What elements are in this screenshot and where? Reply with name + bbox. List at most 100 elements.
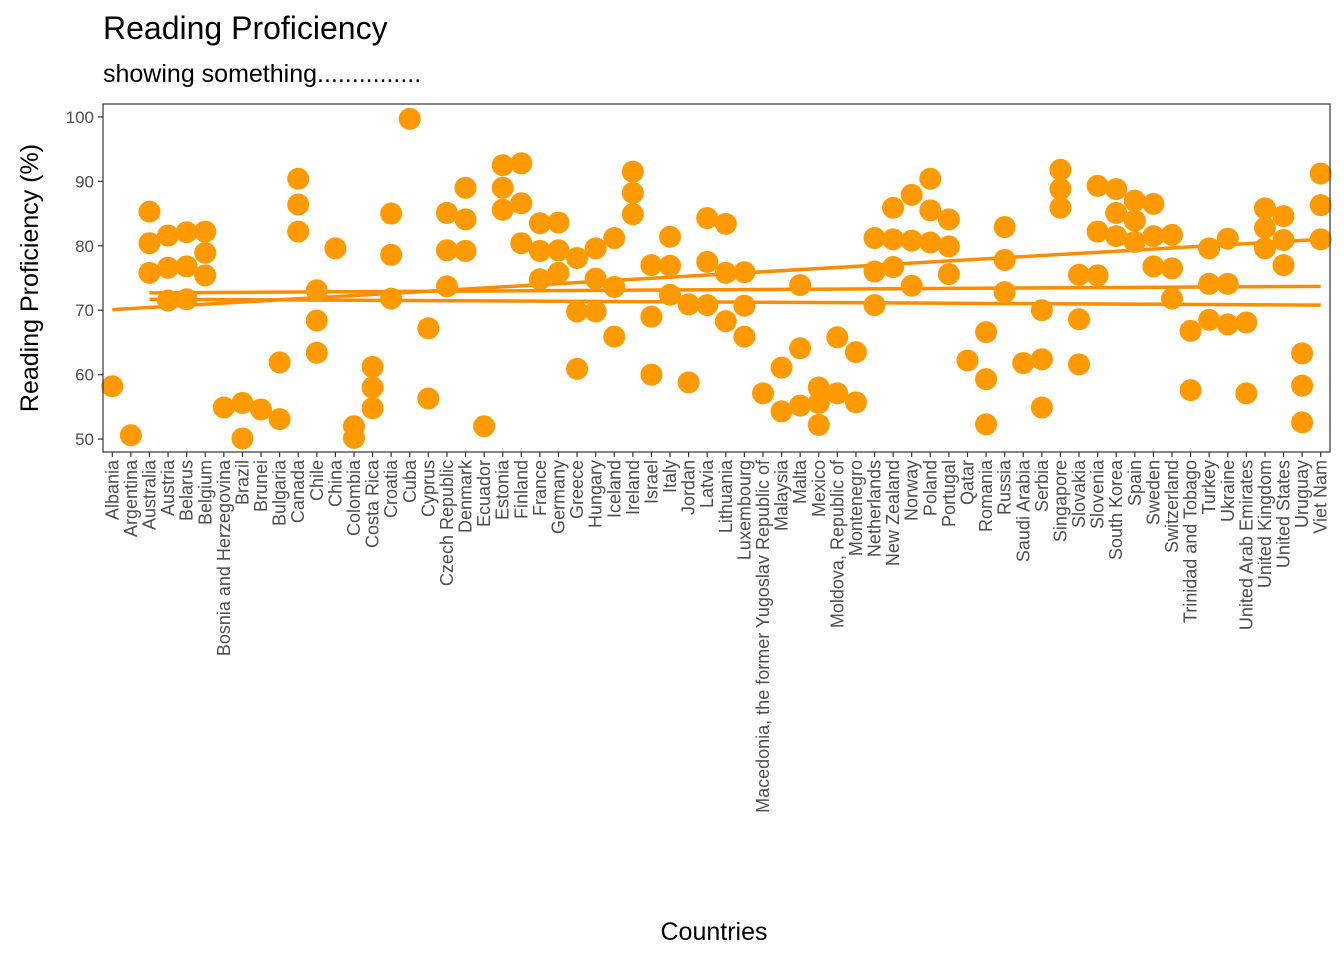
- data-point: [1049, 178, 1072, 201]
- data-point: [696, 207, 719, 230]
- x-tick-label: Netherlands: [865, 460, 885, 557]
- data-point: [975, 368, 998, 391]
- data-point: [1123, 189, 1146, 212]
- data-point: [659, 254, 682, 277]
- data-point: [101, 375, 124, 398]
- data-point: [194, 220, 217, 243]
- data-point: [491, 198, 514, 221]
- data-point: [603, 325, 626, 348]
- x-tick-label: Romania: [976, 459, 996, 532]
- y-tick-label: 100: [66, 108, 94, 127]
- x-tick-label: Switzerland: [1162, 460, 1182, 553]
- data-point: [770, 400, 793, 423]
- x-tick-label: Norway: [902, 460, 922, 521]
- data-point: [1272, 205, 1295, 228]
- data-point: [770, 356, 793, 379]
- x-tick-label: Saudi Arabia: [1013, 459, 1033, 562]
- y-axis: 50 60 70 80 90 100: [66, 108, 103, 449]
- data-point: [1142, 225, 1165, 248]
- x-tick-label: United Kingdom: [1255, 460, 1275, 588]
- data-point: [157, 289, 180, 312]
- data-point: [268, 408, 291, 431]
- data-point: [1179, 319, 1202, 342]
- y-axis-title: Reading Proficiency (%): [16, 144, 44, 412]
- data-point: [1179, 379, 1202, 402]
- x-tick-label: Cuba: [400, 459, 420, 503]
- data-point: [454, 176, 477, 199]
- data-point: [1142, 192, 1165, 215]
- data-point: [1123, 209, 1146, 232]
- x-tick-label: Sweden: [1143, 460, 1163, 525]
- data-point: [621, 181, 644, 204]
- data-point: [231, 427, 254, 450]
- data-point: [547, 239, 570, 262]
- data-point: [528, 212, 551, 235]
- data-point: [380, 287, 403, 310]
- data-point: [714, 261, 737, 284]
- x-tick-label: Bulgaria: [270, 459, 290, 526]
- data-point: [640, 305, 663, 328]
- data-point: [175, 255, 198, 278]
- data-point: [454, 239, 477, 262]
- data-point: [714, 212, 737, 235]
- data-point: [250, 398, 273, 421]
- x-tick-label: South Korea: [1106, 459, 1126, 560]
- x-tick-label: Canada: [288, 459, 308, 523]
- x-tick-label: Poland: [920, 460, 940, 516]
- data-point: [528, 239, 551, 262]
- data-point: [1123, 230, 1146, 253]
- data-point: [1068, 308, 1091, 331]
- data-point: [1235, 382, 1258, 405]
- data-point: [435, 239, 458, 262]
- data-point: [361, 397, 384, 420]
- data-point: [547, 211, 570, 234]
- data-point: [305, 309, 328, 332]
- data-point: [1068, 263, 1091, 286]
- data-point: [1291, 374, 1314, 397]
- data-point: [807, 392, 830, 415]
- data-point: [789, 274, 812, 297]
- data-point: [1291, 411, 1314, 434]
- data-point: [603, 276, 626, 299]
- x-tick-label: Singapore: [1050, 460, 1070, 542]
- chart-title: Reading Proficiency: [103, 10, 388, 46]
- data-point: [1291, 342, 1314, 365]
- data-point: [1068, 353, 1091, 376]
- x-tick-label: Belarus: [177, 460, 197, 521]
- x-tick-label: Spain: [1125, 460, 1145, 506]
- x-tick-label: Hungary: [586, 460, 606, 528]
- data-point: [138, 200, 161, 223]
- data-point: [435, 275, 458, 298]
- x-tick-label: Trinidad and Tobago: [1181, 460, 1201, 623]
- data-point: [305, 279, 328, 302]
- data-point: [993, 248, 1016, 271]
- x-tick-label: Qatar: [957, 460, 977, 505]
- data-point: [1049, 196, 1072, 219]
- x-tick-label: Colombia: [344, 459, 364, 536]
- y-tick-label: 50: [75, 430, 94, 449]
- x-tick-label: Costa Rica: [363, 459, 383, 548]
- x-tick-label: Turkey: [1199, 460, 1219, 514]
- x-tick-label: Chile: [307, 460, 327, 501]
- data-point: [566, 357, 589, 380]
- data-point: [566, 247, 589, 270]
- data-point: [677, 293, 700, 316]
- x-tick-label: Malaysia: [772, 459, 792, 531]
- data-point: [584, 300, 607, 323]
- x-tick-label: Greece: [567, 460, 587, 519]
- data-point: [696, 250, 719, 273]
- data-point: [473, 415, 496, 438]
- plot-panel-border: [102, 103, 1331, 453]
- data-point: [1253, 237, 1276, 260]
- data-point: [937, 235, 960, 258]
- x-tick-label: Jordan: [679, 460, 699, 515]
- x-tick-label: Bosnia and Herzegovina: [214, 459, 234, 656]
- data-point: [900, 229, 923, 252]
- data-point: [287, 193, 310, 216]
- x-tick-label: Portugal: [939, 460, 959, 527]
- data-point: [361, 355, 384, 378]
- data-point: [417, 317, 440, 340]
- x-tick-label: New Zealand: [883, 460, 903, 566]
- x-axis: AlbaniaArgentinaAustraliaAustriaBelarusB…: [102, 452, 1331, 813]
